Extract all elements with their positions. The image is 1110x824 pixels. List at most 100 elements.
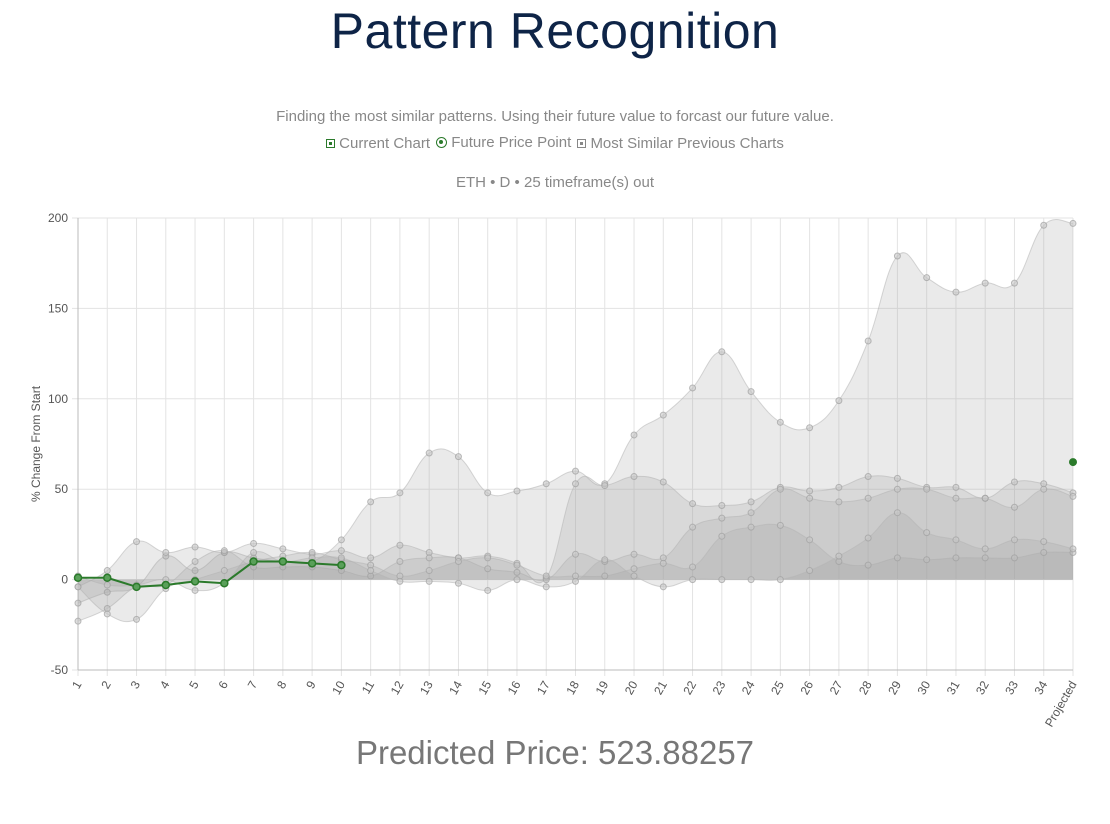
similar-series-point — [835, 552, 843, 560]
x-tick-label: 32 — [973, 678, 992, 697]
x-tick-label: 30 — [914, 678, 933, 697]
similar-series-point — [689, 563, 697, 571]
similar-series-point — [425, 449, 433, 457]
x-tick-label: 33 — [1002, 678, 1021, 697]
legend-item-future[interactable]: Future Price Point — [436, 134, 571, 151]
x-tick-label: 18 — [563, 678, 582, 697]
similar-series-point — [74, 617, 82, 625]
similar-series-point — [572, 467, 579, 475]
similar-series-point — [367, 498, 375, 506]
similar-series-point — [806, 487, 814, 495]
similar-series-point — [952, 483, 960, 491]
x-tick-label: 19 — [593, 678, 612, 697]
similar-series-point — [864, 561, 872, 569]
y-tick-label: 50 — [55, 482, 69, 496]
legend-item-similar[interactable]: Most Similar Previous Charts — [577, 135, 784, 152]
similar-series-point — [1040, 548, 1048, 556]
similar-series-point — [513, 576, 521, 584]
y-tick-label: 200 — [48, 211, 68, 225]
legend-label-future: Future Price Point — [451, 134, 572, 151]
similar-series-point — [981, 279, 989, 287]
similar-series-point — [601, 482, 609, 490]
similar-series-point — [484, 586, 492, 594]
similar-series-point — [1010, 279, 1018, 287]
similar-series-point — [162, 548, 170, 556]
similar-series-point — [776, 521, 784, 529]
similar-series-point — [747, 523, 755, 531]
current-series-point — [249, 557, 258, 566]
similar-series-point — [630, 550, 638, 558]
x-tick-label: 20 — [622, 678, 641, 697]
similar-series-point — [893, 252, 901, 260]
similar-series-point — [1010, 554, 1018, 562]
x-tick-label: 10 — [329, 678, 348, 697]
similar-series-point — [396, 558, 404, 566]
similar-series-point — [776, 576, 784, 584]
similar-series-point — [103, 567, 111, 575]
x-tick-label: 12 — [388, 678, 407, 697]
similar-series-point — [835, 498, 843, 506]
future-price-point — [1069, 458, 1077, 467]
current-series-line — [78, 560, 342, 588]
x-tick-label: 29 — [885, 678, 904, 697]
similar-series-point — [689, 500, 697, 508]
similar-series-point — [1040, 485, 1048, 493]
x-tick-label: 16 — [505, 678, 524, 697]
x-tick-label: 7 — [245, 678, 261, 691]
similar-series-point — [74, 583, 82, 591]
similar-series-point — [1069, 492, 1077, 500]
x-tick-label: 26 — [797, 678, 816, 697]
legend-item-current[interactable]: Current Chart — [326, 135, 430, 152]
similar-series-point — [776, 418, 784, 426]
current-series-point — [190, 577, 200, 586]
x-tick-label: 5 — [186, 678, 202, 691]
similar-series-point — [864, 494, 872, 502]
similar-series-point — [572, 480, 579, 488]
similar-series-point — [74, 599, 82, 607]
similar-series-point — [952, 554, 960, 562]
similar-series-point — [367, 567, 375, 575]
similar-series-area — [78, 524, 1073, 622]
similar-series-point — [1040, 538, 1048, 546]
similar-series-point — [747, 498, 755, 506]
similar-series-point — [601, 572, 609, 580]
similar-series-point — [659, 411, 667, 419]
similar-series-point — [191, 586, 199, 594]
x-tick-label: 2 — [98, 678, 114, 691]
y-tick-label: -50 — [51, 663, 69, 677]
similar-series-point — [1010, 536, 1018, 544]
similar-series-point — [659, 583, 667, 591]
similar-series-point — [835, 483, 843, 491]
similar-series-point — [923, 274, 931, 282]
similar-series-point — [776, 485, 784, 493]
similar-series-point — [1010, 478, 1018, 486]
similar-series-point — [191, 567, 199, 575]
similar-series-point — [659, 478, 667, 486]
x-tick-label: 11 — [359, 678, 378, 696]
similar-series-point — [133, 615, 141, 623]
x-tick-label: 34 — [1032, 678, 1051, 697]
x-tick-label: 22 — [680, 678, 699, 697]
x-tick-label: 27 — [827, 678, 846, 697]
x-tick-label: 1 — [69, 678, 85, 691]
similar-series-point — [103, 581, 111, 589]
similar-series-point — [337, 536, 345, 544]
similar-series-point — [1040, 221, 1048, 229]
similar-series-point — [542, 583, 550, 591]
similar-series-point — [630, 431, 638, 439]
green-square-icon — [326, 139, 336, 148]
current-series-point — [103, 573, 112, 583]
similar-series-point — [396, 577, 404, 585]
similar-series-point — [718, 532, 726, 540]
similar-series-point — [250, 539, 258, 547]
legend-label-similar: Most Similar Previous Charts — [590, 135, 784, 152]
x-tick-label: 25 — [768, 678, 787, 697]
similar-series-point — [923, 529, 931, 537]
similar-series-point — [572, 550, 579, 558]
similar-series-point — [337, 547, 345, 555]
predicted-price: Predicted Price: 523.88257 — [355, 734, 755, 771]
similar-series-point — [981, 554, 989, 562]
current-series-point — [278, 557, 288, 566]
similar-series-point — [806, 424, 814, 432]
